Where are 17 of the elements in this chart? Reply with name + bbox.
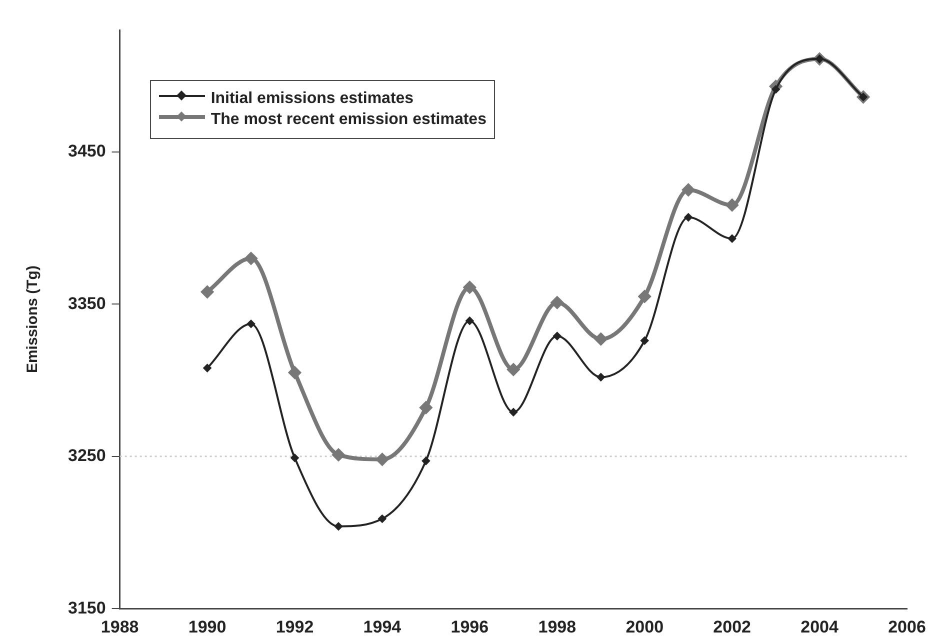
legend-label: Initial emissions estimates <box>210 90 414 108</box>
x-tick-label: 1988 <box>100 617 139 636</box>
y-tick-label: 3450 <box>68 142 106 160</box>
y-tick-label: 3150 <box>68 598 106 618</box>
x-tick-label: 1990 <box>188 617 226 636</box>
x-tick-label: 2000 <box>626 617 664 636</box>
legend-label: The most recent emission estimates <box>210 111 486 129</box>
x-tick-label: 1998 <box>538 617 576 636</box>
x-tick-label: 2006 <box>888 617 926 636</box>
y-tick-label: 3250 <box>68 446 106 466</box>
x-tick-label: 2004 <box>800 617 839 636</box>
y-tick-label: 3350 <box>68 294 106 313</box>
y-axis-title: Emissions (Tg) <box>24 266 42 374</box>
x-tick-label: 1996 <box>450 617 489 636</box>
x-tick-label: 2002 <box>713 617 751 636</box>
x-tick-label: 1992 <box>276 617 314 636</box>
x-tick-label: 1994 <box>363 617 402 636</box>
